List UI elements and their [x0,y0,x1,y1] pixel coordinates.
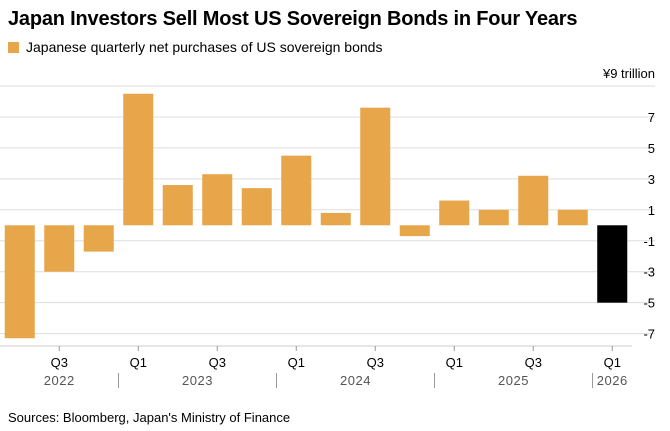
x-tick-label: Q3 [209,355,226,370]
bar [4,225,35,339]
y-tick-label: -7 [643,327,655,342]
bar [439,200,470,226]
bar [478,209,509,226]
legend-swatch [8,41,19,53]
bar [360,107,391,226]
y-tick-label: -5 [643,296,655,311]
x-tick-label: Q3 [51,355,68,370]
x-tick-label: Q1 [446,355,463,370]
x-tick-label: Q1 [288,355,305,370]
x-tick-label: Q1 [604,355,621,370]
y-tick-label: 7 [648,110,655,125]
x-year-label: 2026 [597,373,628,388]
y-tick-label: 1 [648,203,655,218]
source-note: Sources: Bloomberg, Japan's Ministry of … [8,410,291,425]
legend: Japanese quarterly net purchases of US s… [8,39,382,55]
bar [202,174,233,226]
y-tick-label: 5 [648,141,655,156]
bar [557,209,588,226]
y-tick-label: -3 [643,265,655,280]
bar [518,175,549,226]
x-year-label: 2025 [498,373,529,388]
x-tick-label: Q3 [525,355,542,370]
x-year-label: 2022 [44,373,75,388]
bar [83,225,114,252]
y-unit-label: ¥9 trillion [602,66,655,81]
y-tick-label: -1 [643,234,655,249]
bar [44,225,75,272]
y-tick-label: 3 [648,172,655,187]
bar [162,185,193,226]
bar [320,212,351,226]
bar-highlight [597,225,628,303]
bar [399,225,430,237]
x-tick-label: Q3 [367,355,384,370]
x-year-label: 2023 [182,373,213,388]
bar [281,155,312,226]
legend-label: Japanese quarterly net purchases of US s… [26,39,383,55]
bar [123,93,154,226]
x-tick-label: Q1 [130,355,147,370]
x-year-label: 2024 [340,373,371,388]
chart-title: Japan Investors Sell Most US Sovereign B… [8,8,578,30]
bar [241,188,272,226]
